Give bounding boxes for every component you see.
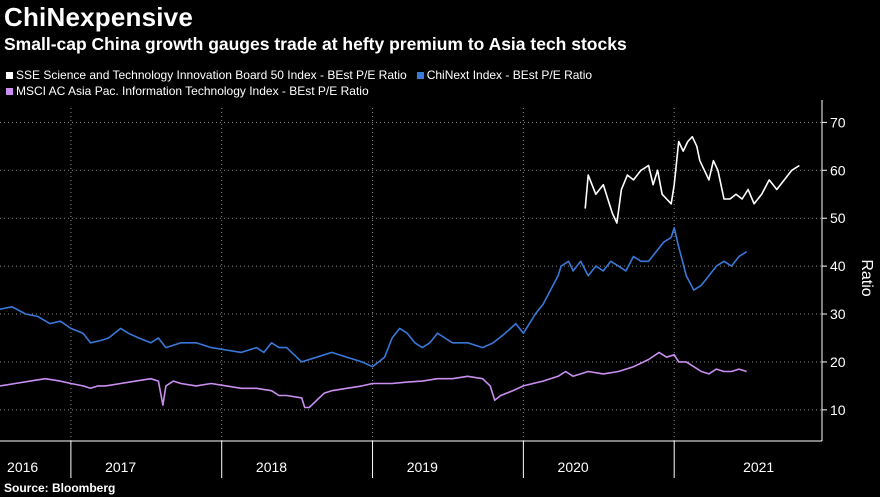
- legend-swatch-msci: [6, 87, 13, 95]
- y-tick-label-10: 10: [830, 402, 846, 418]
- source-note: Source: Bloomberg: [4, 481, 116, 495]
- x-tick-label-2021: 2021: [743, 459, 774, 475]
- legend-label-star50: SSE Science and Technology Innovation Bo…: [16, 68, 407, 82]
- chart-title: ChiNexpensive: [4, 2, 194, 32]
- x-tick-label-2020: 2020: [558, 459, 589, 475]
- y-tick-label-30: 30: [830, 306, 846, 322]
- legend-row-2: MSCI AC Asia Pac. Information Technology…: [6, 84, 379, 98]
- x-tick-label-2017: 2017: [105, 459, 136, 475]
- x-tick-label-2016: 2016: [7, 459, 38, 475]
- legend-item-msci: MSCI AC Asia Pac. Information Technology…: [6, 84, 369, 98]
- legend-label-msci: MSCI AC Asia Pac. Information Technology…: [16, 84, 369, 98]
- legend-item-star50: SSE Science and Technology Innovation Bo…: [6, 68, 407, 82]
- series-line-msci: [0, 351, 747, 409]
- series-lines: [0, 135, 800, 409]
- legend-swatch-chinext: [416, 71, 424, 79]
- series-line-star50: [584, 135, 800, 224]
- x-axis: 2016 2017 2018 2019 2020 2021: [0, 440, 822, 478]
- legend-item-chinext: ChiNext Index - BEst P/E Ratio: [416, 68, 593, 82]
- y-tick-label-40: 40: [830, 258, 846, 274]
- y-tick-label-50: 50: [830, 210, 846, 226]
- series-line-chinext: [0, 227, 748, 368]
- y-tick-label-60: 60: [830, 162, 846, 178]
- legend-row-1: SSE Science and Technology Innovation Bo…: [6, 68, 602, 82]
- y-tick-label-20: 20: [830, 354, 846, 370]
- y-axis-label: Ratio: [858, 259, 875, 296]
- x-tick-label-2019: 2019: [407, 459, 438, 475]
- legend-label-chinext: ChiNext Index - BEst P/E Ratio: [426, 68, 593, 82]
- y-tick-label-70: 70: [830, 114, 846, 130]
- x-tick-label-2018: 2018: [256, 459, 287, 475]
- y-axis: 10 20 30 40 50 60 70: [821, 100, 846, 441]
- chart-subtitle: Small-cap China growth gauges trade at h…: [4, 34, 627, 54]
- legend-swatch-star50: [6, 71, 13, 79]
